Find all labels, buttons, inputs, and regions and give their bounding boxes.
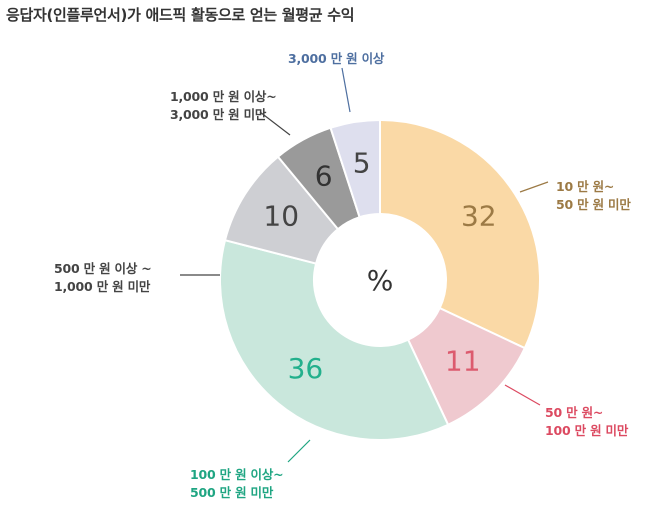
slice-label-s3: 100 만 원 이상~ 500 만 원 미만	[190, 466, 284, 502]
slice-label-s5: 1,000 만 원 이상~ 3,000 만 원 미만	[170, 88, 277, 124]
donut-slice-s6	[329, 118, 381, 219]
slice-label-line: 50 만 원 미만	[556, 197, 631, 212]
leader-line-s3	[287, 439, 311, 463]
slice-label-line: 10 만 원~	[556, 179, 615, 194]
chart-title: 응답자(인플루언서)가 애드픽 활동으로 얻는 월평균 수익	[6, 6, 355, 24]
leader-line-s1	[519, 181, 549, 193]
donut-slice-s3	[219, 238, 450, 441]
slice-value-labels: 32 11 36 10 6 5	[263, 146, 496, 385]
donut-slice-s1	[379, 118, 541, 350]
slice-label-line: 500 만 원 이상 ~	[54, 261, 152, 276]
slice-value-s2: 11	[445, 345, 481, 378]
slice-value-s1: 32	[461, 199, 497, 232]
slice-value-s6: 5	[353, 146, 371, 179]
slice-value-s3: 36	[288, 352, 324, 385]
slice-label-line: 1,000 만 원 미만	[54, 279, 151, 294]
slice-value-s4: 10	[263, 199, 299, 232]
leader-lines	[180, 67, 549, 463]
donut-slices	[219, 118, 541, 441]
center-percent-label: %	[367, 264, 394, 297]
leader-line-s6	[341, 67, 351, 113]
slice-label-s1: 10 만 원~ 50 만 원 미만	[556, 178, 631, 214]
slice-label-s2: 50 만 원~ 100 만 원 미만	[545, 404, 628, 440]
leader-line-s5	[259, 111, 291, 136]
slice-label-line: 500 만 원 미만	[190, 485, 274, 500]
slice-label-line: 100 만 원 미만	[545, 423, 629, 438]
slice-label-line: 1,000 만 원 이상~	[170, 89, 277, 104]
slice-label-s6: 3,000 만 원 이상	[288, 50, 384, 68]
slice-label-s4: 500 만 원 이상 ~ 1,000 만 원 미만	[54, 260, 152, 296]
slice-label-line: 50 만 원~	[545, 405, 604, 420]
slice-label-line: 3,000 만 원 미만	[170, 107, 267, 122]
slice-value-s5: 6	[315, 159, 333, 192]
slice-label-line: 100 만 원 이상~	[190, 467, 284, 482]
leader-line-s2	[504, 384, 541, 406]
slice-label-line: 3,000 만 원 이상	[288, 51, 385, 66]
